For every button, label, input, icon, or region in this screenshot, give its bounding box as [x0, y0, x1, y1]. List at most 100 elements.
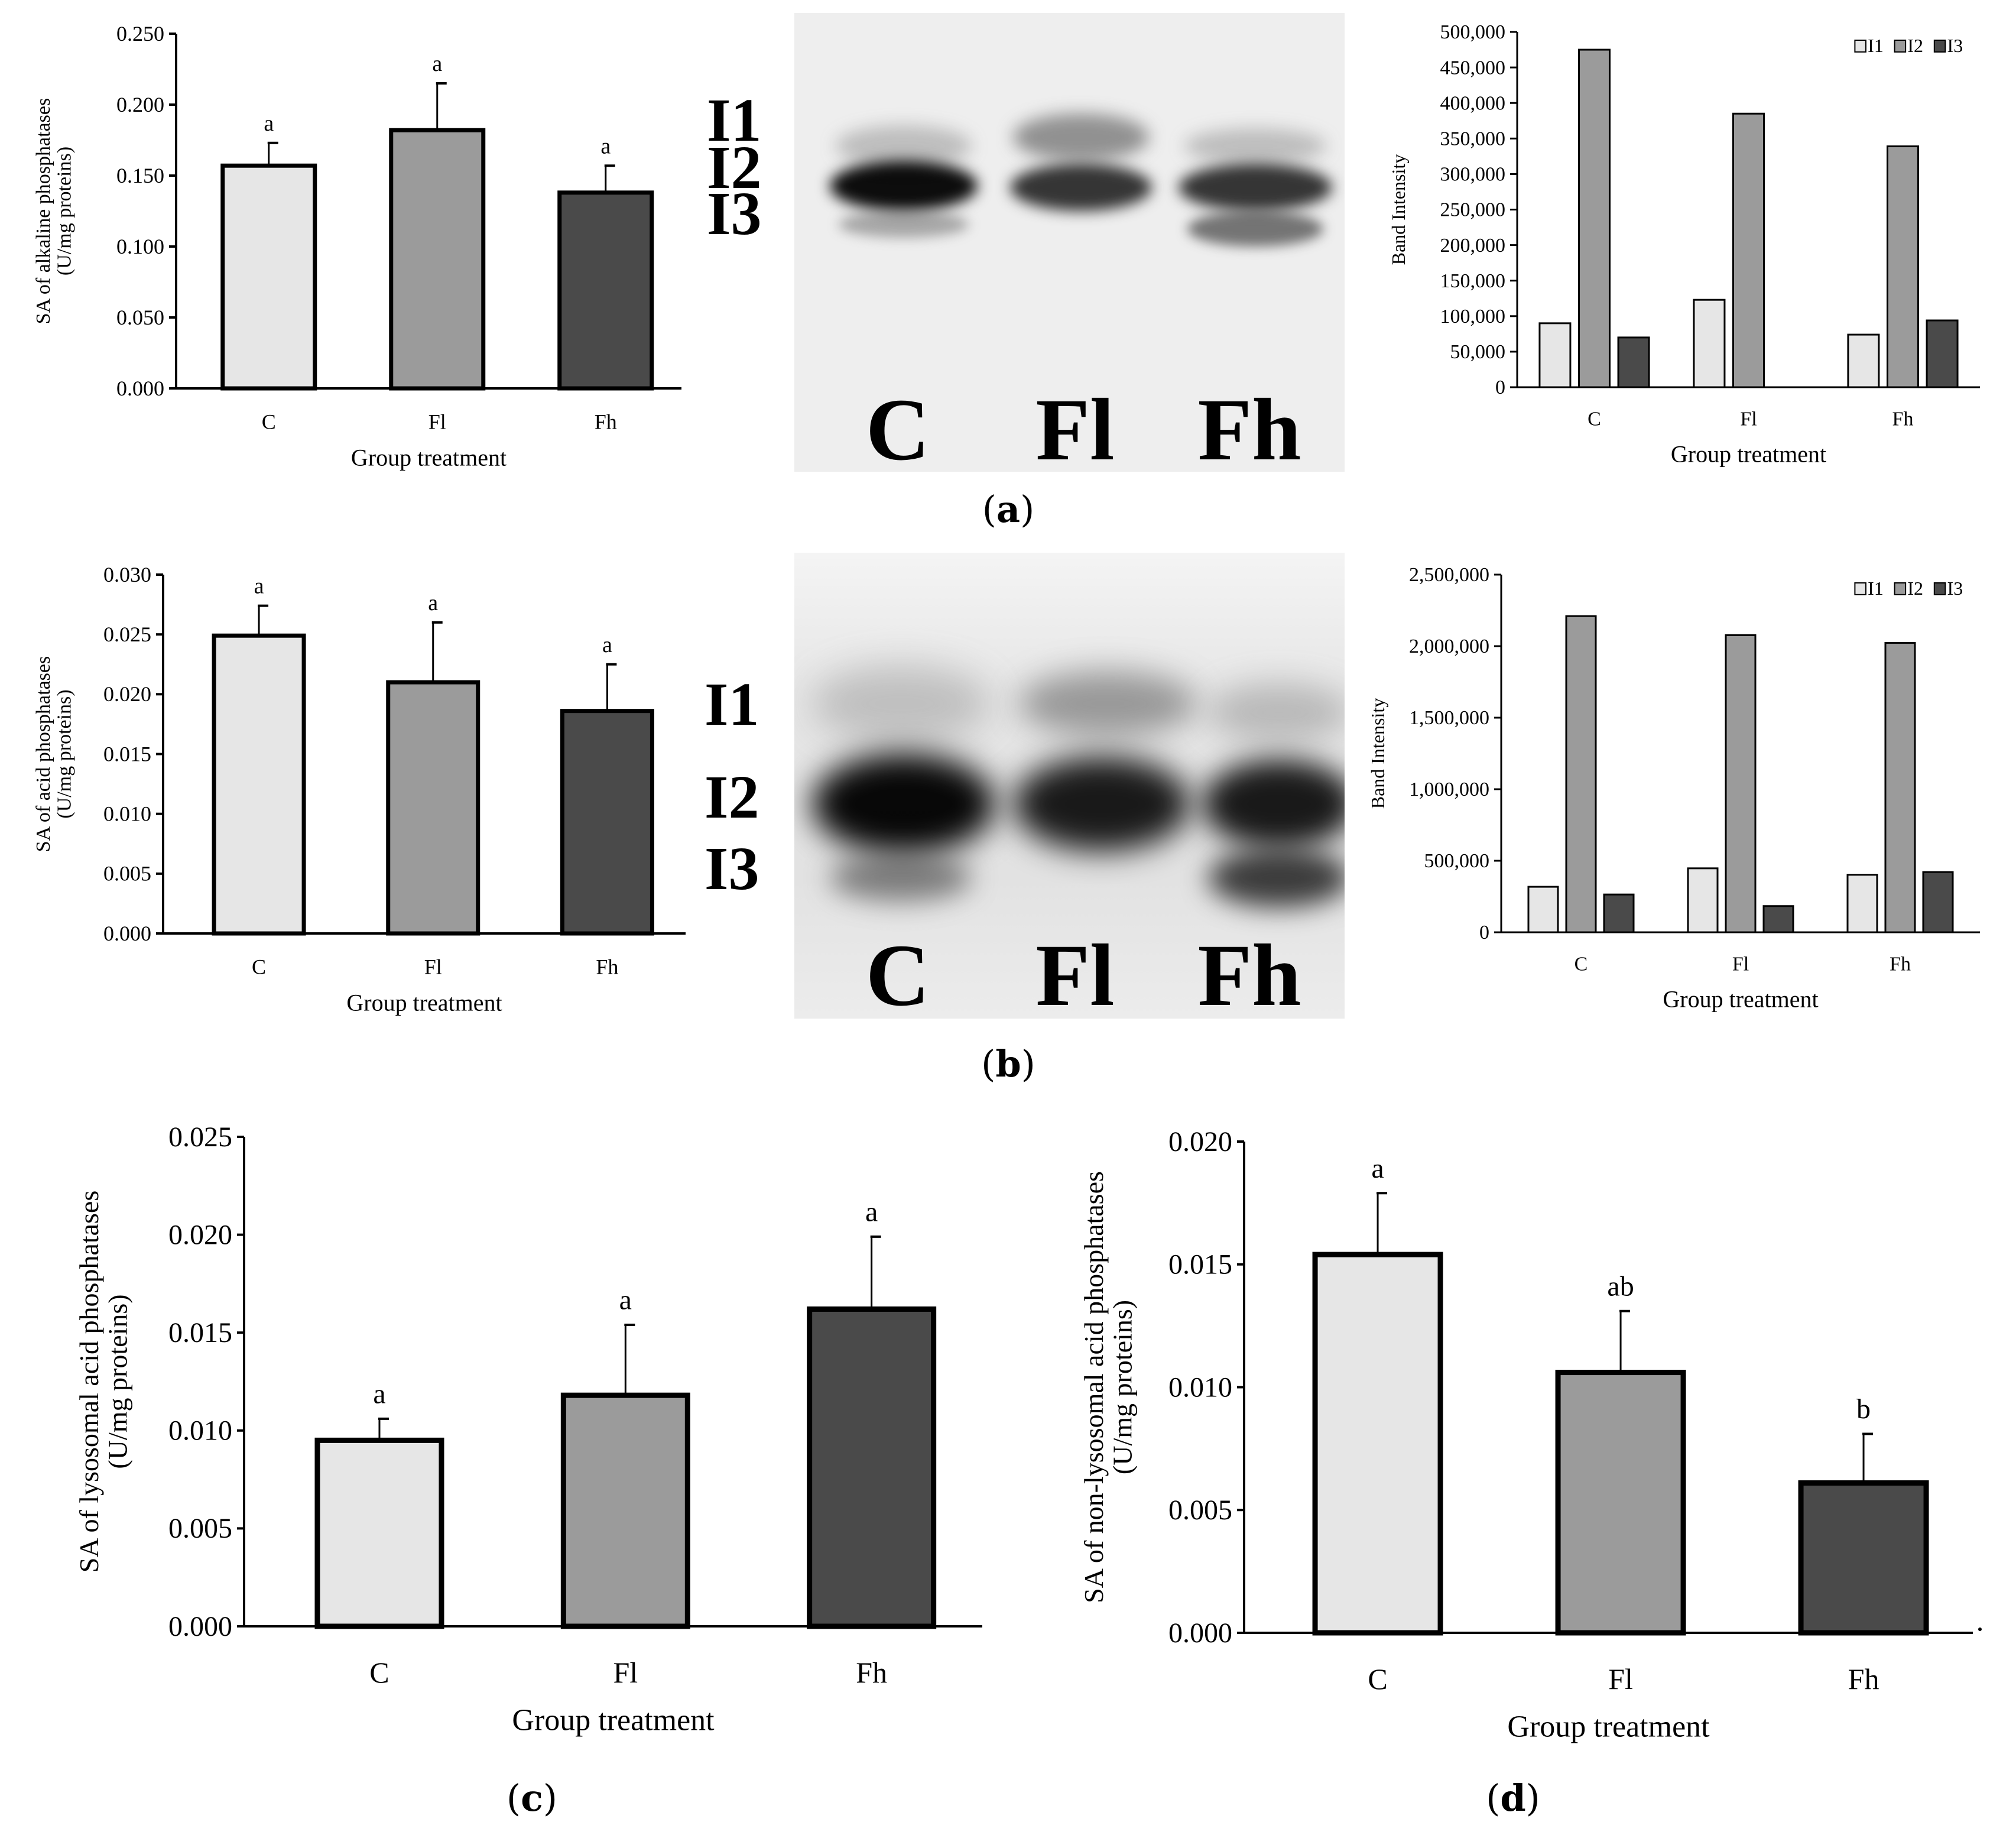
y-axis-title: SA of alkaline phosphatases — [33, 98, 54, 324]
y-axis-title: (U/mg proteins) — [54, 689, 76, 818]
bar-i1 — [1538, 322, 1572, 388]
x-tick-label: Fl — [428, 410, 446, 433]
gel-a-lane-c-band-i2 — [830, 161, 978, 211]
y-axis-title: SA of acid phosphatases — [33, 656, 54, 852]
gel-a-lane-c-band-i1 — [836, 125, 972, 167]
y-tick-label: 0.010 — [103, 802, 151, 826]
bar-c — [314, 1437, 444, 1629]
significance-letter: a — [428, 591, 438, 615]
x-tick-label: Fh — [1890, 954, 1911, 975]
bar-i2 — [1725, 634, 1757, 933]
gel-b-lane-c-band-i2 — [812, 754, 995, 854]
non-lysosomal-acid-phosphatase-bar-chart: 0.000 0.005 0.010 0.015 0.020 SA of non-lysos… — [1079, 1126, 1982, 1744]
x-axis-title: Group treatment — [512, 1704, 715, 1737]
y-tick-label: 150,000 — [1440, 270, 1506, 292]
gel-a-lane-fh-band-i3 — [1187, 211, 1323, 247]
y-tick-label: 500,000 — [1440, 21, 1506, 43]
significance-letter: a — [254, 574, 264, 599]
y-tick-label: 100,000 — [1440, 306, 1506, 328]
significance-letter: a — [600, 134, 611, 158]
y-axis-title: SA of non-lysosomal acid phosphatases — [1079, 1171, 1109, 1603]
legend-label: I1 — [1868, 35, 1884, 56]
legend-swatch-i1 — [1854, 40, 1866, 53]
acid-phosphatase-bar-chart: 0.000 0.005 0.010 0.015 0.020 0.025 0.030 SA of… — [33, 563, 686, 1016]
y-tick-label: 0.010 — [168, 1415, 232, 1447]
significance-letter: b — [1856, 1393, 1871, 1425]
bar-i3 — [1603, 893, 1635, 933]
bar-i1 — [1846, 874, 1878, 933]
legend-label: I2 — [1907, 578, 1923, 599]
y-tick-label: 450,000 — [1440, 57, 1506, 79]
y-tick-label: 2,000,000 — [1409, 636, 1489, 657]
bar-fl — [1555, 1370, 1686, 1636]
gel-a-lane-fl-band-i1 — [1013, 114, 1149, 161]
x-tick-label: Fl — [424, 955, 442, 978]
y-tick-label: 0.005 — [103, 862, 151, 886]
bar-fh — [560, 709, 654, 936]
bar-i2 — [1732, 112, 1765, 388]
y-tick-label: 0.025 — [103, 623, 151, 646]
gel-a-lane-fh-band-i2 — [1179, 164, 1332, 211]
gel-a-lane-fl-band-i2 — [1010, 164, 1152, 211]
gel-b-lane-fl-band-i1 — [1019, 671, 1196, 736]
y-axis-title: (U/mg proteins) — [54, 147, 76, 275]
bar-i3 — [1926, 319, 1959, 388]
gel-image-a: C Fl Fh — [794, 13, 1345, 472]
gel-b-lane-fh-band-i3 — [1208, 848, 1345, 907]
bar-c — [1312, 1252, 1443, 1636]
y-tick-label: 0.020 — [168, 1219, 232, 1250]
y-tick-label: 0.050 — [116, 306, 164, 329]
significance-letter: a — [619, 1285, 632, 1316]
y-tick-label: 0.000 — [1168, 1617, 1232, 1649]
y-tick-label: 0.020 — [103, 682, 151, 706]
panel-label-a: (a) — [982, 488, 1035, 531]
significance-letter: ab — [1607, 1270, 1634, 1302]
y-tick-label: 0.000 — [116, 377, 164, 400]
legend-swatch-i1 — [1854, 582, 1866, 595]
x-tick-label: Fl — [1732, 954, 1749, 975]
y-tick-label: 1,500,000 — [1409, 707, 1489, 729]
y-tick-label: 0.200 — [116, 93, 164, 116]
bar-i2 — [1884, 641, 1916, 933]
bar-fh — [557, 190, 654, 391]
bar-i2 — [1565, 615, 1597, 933]
significance-letter: a — [1371, 1153, 1384, 1184]
y-axis-title: Band Intensity — [1388, 154, 1409, 265]
legend-swatch-i3 — [1933, 40, 1946, 53]
band-label-b-i2: I2 — [705, 763, 759, 831]
y-tick-label: 350,000 — [1440, 128, 1506, 150]
significance-letter: a — [865, 1197, 878, 1228]
x-tick-label: Fl — [1740, 409, 1757, 430]
significance-letter: a — [373, 1379, 385, 1410]
bar-i3 — [1922, 871, 1954, 933]
y-tick-label: 500,000 — [1424, 850, 1490, 872]
y-tick-label: 0.020 — [1168, 1126, 1232, 1158]
band-label-b-i3: I3 — [705, 835, 759, 903]
y-tick-label: 0.000 — [103, 922, 151, 945]
band-label-a-i3: I3 — [707, 180, 762, 248]
legend-swatch-i2 — [1894, 582, 1907, 595]
bar-fh — [807, 1306, 937, 1629]
y-tick-label: 0 — [1479, 922, 1489, 944]
y-tick-label: 2,500,000 — [1409, 564, 1489, 586]
y-tick-label: 0.010 — [1168, 1372, 1232, 1403]
panel-label-b: (b) — [981, 1042, 1035, 1085]
bar-fl — [389, 128, 486, 391]
legend-label: I2 — [1907, 35, 1923, 56]
bar-i1 — [1527, 886, 1559, 933]
legend-label: I3 — [1947, 35, 1963, 56]
x-tick-label: Fl — [613, 1656, 638, 1689]
gel-b-lane-c-band-i1 — [812, 665, 989, 742]
bar-i2 — [1887, 145, 1919, 388]
y-tick-label: 0.100 — [116, 235, 164, 258]
y-tick-label: 0.250 — [116, 22, 164, 46]
legend-label: I1 — [1868, 578, 1884, 599]
y-tick-label: 0.030 — [103, 563, 151, 586]
gel-a-lane-c-band-i3 — [839, 211, 969, 238]
y-tick-label: 0 — [1495, 377, 1505, 398]
bar-c — [220, 163, 317, 391]
x-tick-label: Fh — [1848, 1662, 1879, 1695]
gel-b-lane-c-band-i3 — [830, 854, 972, 902]
gel-b-lane-fh-band-i1 — [1208, 683, 1345, 742]
bar-c — [212, 633, 306, 936]
